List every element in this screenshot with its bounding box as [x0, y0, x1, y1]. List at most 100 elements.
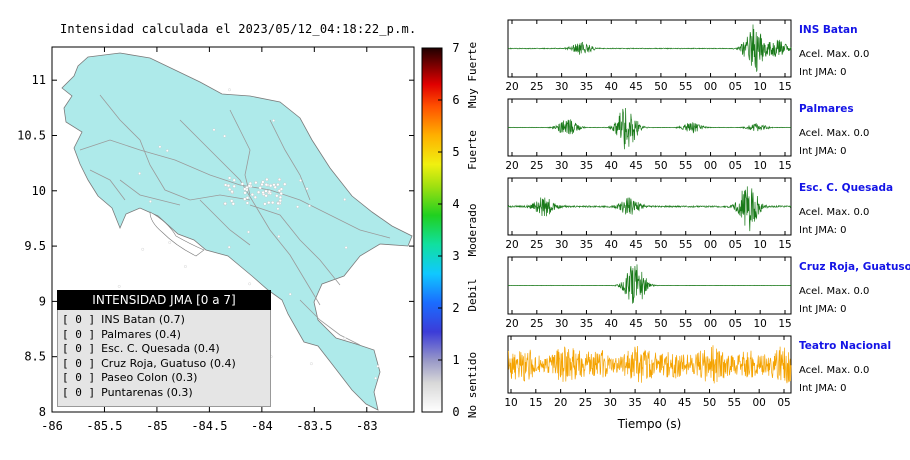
legend-item: [ 0 ] Palmares (0.4): [62, 328, 236, 343]
map-axis-ticks: -86 -85.5 -85 -84.5 -84 -83.5 -83 8 8.5 9 9.5 10 10.…: [17, 47, 414, 433]
town-dot: [261, 190, 265, 195]
map-x-tick-label: -84.5: [191, 419, 227, 433]
town-dot: [243, 187, 247, 191]
waveform-tick-label: 15: [778, 81, 791, 93]
waveform-trace: [507, 345, 792, 384]
map-x-tick-label: -84: [251, 419, 273, 433]
waveform-tick-label: 55: [679, 160, 692, 172]
town-dot: [288, 292, 292, 296]
station-name: Cruz Roja, Guatuso: [799, 261, 910, 273]
town-dot: [230, 199, 234, 203]
town-dot: [228, 88, 231, 92]
town-dot: [223, 202, 227, 206]
colorbar-tick-label: 2: [452, 301, 459, 315]
map-title: Intensidad calculada el 2023/05/12_04:18…: [60, 22, 417, 36]
legend-item-value: [ 0 ]: [62, 342, 96, 356]
town-dot: [264, 189, 268, 193]
town-dot: [374, 376, 377, 380]
town-dot: [228, 187, 232, 191]
station-name: Esc. C. Quesada: [799, 182, 893, 194]
waveform-tick-label: 25: [530, 160, 543, 172]
colorbar-category-label: No sentido: [466, 352, 479, 418]
town-dot: [258, 186, 262, 190]
map-y-tick-label: 11: [32, 73, 46, 87]
colorbar-tick-label: 6: [452, 93, 459, 107]
waveform-panel: 20 25 30 35 40 45 50 55 00 05 10 15 Cruz Roja, Guatu…: [505, 256, 910, 330]
map-x-tick-label: -83: [356, 419, 378, 433]
road-line: [299, 299, 361, 346]
town-dot: [141, 247, 145, 251]
map-x-tick-label: -85: [146, 419, 168, 433]
waveform-tick-label: 35: [628, 397, 641, 409]
town-dot: [343, 337, 347, 340]
town-dot: [223, 134, 226, 138]
waveform-tick-label: 30: [555, 239, 568, 251]
town-dot: [275, 194, 279, 198]
waveform-tick-label: 30: [555, 160, 568, 172]
map-y-tick-label: 9: [39, 294, 46, 308]
town-dot: [257, 190, 261, 194]
colorbar-bar: [421, 47, 443, 413]
gulf-nicoya: [149, 211, 205, 257]
road-network: [79, 88, 391, 380]
town-dot: [245, 201, 249, 205]
colorbar-tick-label: 4: [452, 197, 459, 211]
road-line: [269, 119, 311, 201]
legend-title: INTENSIDAD JMA [0 a 7]: [57, 290, 271, 310]
waveform-tick-label: 20: [505, 160, 518, 172]
waveform-tick-label: 50: [654, 160, 667, 172]
waveform-panel: 10 15 20 25 30 35 40 45 50 55 00 05 Teatro Nacional A…: [504, 335, 891, 409]
colorbar-tick-label: 1: [452, 353, 459, 367]
waveform-tick-label: 00: [752, 397, 765, 409]
land-polygon: [61, 52, 413, 411]
colorbar-tick-label: 5: [452, 145, 459, 159]
station-name: Palmares: [799, 103, 854, 115]
waveform-tick-label: 50: [654, 239, 667, 251]
town-dot: [269, 184, 273, 188]
waveform-tick-label: 00: [704, 160, 717, 172]
town-dot: [232, 178, 236, 182]
waveform-tick-label: 20: [554, 397, 567, 409]
colorbar-category-label: Fuerte: [466, 130, 479, 170]
town-dot: [158, 145, 162, 149]
station-int-jma: Int JMA: 0: [799, 304, 847, 315]
station-int-jma: Int JMA: 0: [799, 67, 847, 78]
waveform-tick-label: 55: [679, 81, 692, 93]
town-dot: [243, 191, 247, 195]
town-dot: [247, 230, 250, 234]
colorbar-category-label: Debil: [466, 278, 479, 311]
waveform-tick-label: 05: [777, 397, 790, 409]
station-accel-max: Acel. Max. 0.0: [799, 128, 869, 139]
town-dot: [168, 241, 172, 244]
waveform-panel: 20 25 30 35 40 45 50 55 00 05 10 15 Esc. C. Quesada A…: [505, 177, 893, 251]
legend-item-value: [ 0 ]: [62, 327, 96, 341]
town-dot: [149, 200, 152, 203]
map-x-tick-label: -85.5: [86, 419, 122, 433]
colorbar-tick-label: 7: [452, 41, 459, 55]
town-dot: [267, 201, 271, 205]
town-dot: [278, 195, 282, 199]
town-dot: [279, 192, 283, 196]
town-dot: [272, 119, 275, 122]
waveform-tick-label: 55: [679, 318, 692, 330]
town-dot: [283, 182, 287, 186]
waveform-tick-label: 45: [629, 318, 642, 330]
town-dot: [278, 199, 282, 203]
waveform-tick-label: 35: [580, 81, 593, 93]
legend-list: [ 0 ] INS Batan (0.7)[ 0 ] Palmares (0.4)[…: [62, 313, 236, 401]
waveform-tick-label: 50: [654, 318, 667, 330]
waveform-tick-label: 35: [580, 160, 593, 172]
waveform-tick-label: 20: [505, 239, 518, 251]
station-accel-max: Acel. Max. 0.0: [799, 365, 869, 376]
town-dot: [212, 128, 216, 132]
town-dot: [273, 185, 277, 189]
waveform-tick-label: 50: [654, 81, 667, 93]
legend-item-label: Cruz Roja, Guatuso (0.4): [101, 356, 236, 370]
road-line: [199, 199, 251, 246]
waveform-tick-label: 30: [604, 397, 617, 409]
road-line: [79, 139, 391, 239]
town-dot: [232, 184, 236, 188]
waveform-tick-label: 15: [778, 160, 791, 172]
waveform-tick-label: 55: [728, 397, 741, 409]
waveform-tick-label: 55: [679, 239, 692, 251]
